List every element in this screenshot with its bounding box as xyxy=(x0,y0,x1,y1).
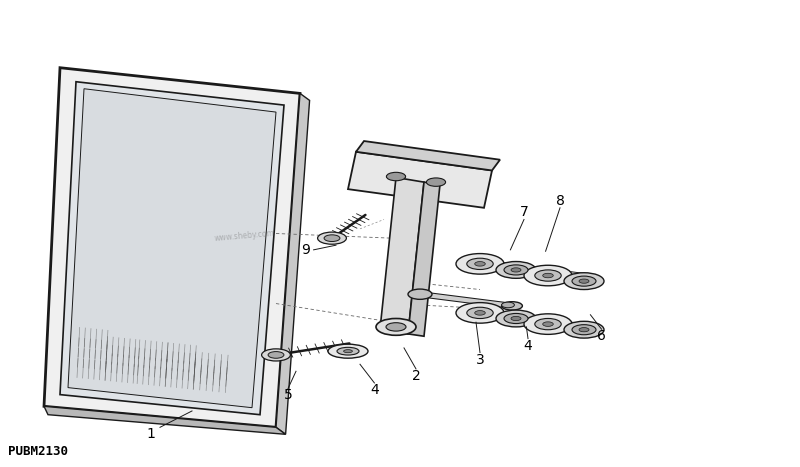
Polygon shape xyxy=(276,93,310,434)
Ellipse shape xyxy=(572,325,596,335)
Ellipse shape xyxy=(524,265,572,286)
Text: 5: 5 xyxy=(284,388,292,402)
Ellipse shape xyxy=(542,273,554,278)
Ellipse shape xyxy=(504,313,528,324)
Ellipse shape xyxy=(474,311,486,315)
Ellipse shape xyxy=(318,232,346,244)
Ellipse shape xyxy=(344,350,352,353)
Polygon shape xyxy=(408,182,440,336)
Ellipse shape xyxy=(328,344,368,358)
Ellipse shape xyxy=(426,178,446,186)
Ellipse shape xyxy=(337,347,359,355)
Ellipse shape xyxy=(502,302,514,308)
Text: www.sheby.com: www.sheby.com xyxy=(214,228,274,242)
Ellipse shape xyxy=(456,254,504,274)
Polygon shape xyxy=(356,141,500,170)
Ellipse shape xyxy=(386,323,406,331)
Ellipse shape xyxy=(579,279,589,283)
Text: PUBM2130: PUBM2130 xyxy=(8,445,68,458)
Ellipse shape xyxy=(474,262,486,266)
Polygon shape xyxy=(44,68,300,427)
Ellipse shape xyxy=(564,321,604,338)
Ellipse shape xyxy=(262,349,290,361)
Text: 2: 2 xyxy=(412,369,420,383)
Polygon shape xyxy=(44,406,286,434)
Ellipse shape xyxy=(467,307,493,318)
Ellipse shape xyxy=(524,314,572,334)
Ellipse shape xyxy=(456,303,504,323)
Ellipse shape xyxy=(542,322,554,326)
Ellipse shape xyxy=(496,262,536,278)
Text: 1: 1 xyxy=(146,427,155,441)
Ellipse shape xyxy=(534,318,562,330)
Polygon shape xyxy=(380,177,424,334)
Ellipse shape xyxy=(408,289,432,299)
Text: 6: 6 xyxy=(597,329,606,343)
Ellipse shape xyxy=(572,276,596,286)
Ellipse shape xyxy=(467,258,493,269)
Ellipse shape xyxy=(534,270,562,281)
Ellipse shape xyxy=(511,268,521,272)
Text: 8: 8 xyxy=(555,194,565,208)
Ellipse shape xyxy=(564,273,604,290)
Ellipse shape xyxy=(386,172,406,181)
Ellipse shape xyxy=(502,302,522,310)
Ellipse shape xyxy=(579,328,589,332)
Text: 4: 4 xyxy=(370,383,378,397)
Text: 7: 7 xyxy=(520,205,528,219)
Text: 9: 9 xyxy=(301,243,310,257)
Ellipse shape xyxy=(268,352,284,358)
Text: 3: 3 xyxy=(476,353,484,367)
Ellipse shape xyxy=(496,310,536,327)
Ellipse shape xyxy=(324,235,340,241)
Polygon shape xyxy=(68,89,276,408)
Ellipse shape xyxy=(504,265,528,275)
Ellipse shape xyxy=(511,317,521,320)
Polygon shape xyxy=(348,152,492,208)
Text: 4: 4 xyxy=(524,339,532,353)
Ellipse shape xyxy=(376,318,416,335)
Polygon shape xyxy=(60,82,284,415)
